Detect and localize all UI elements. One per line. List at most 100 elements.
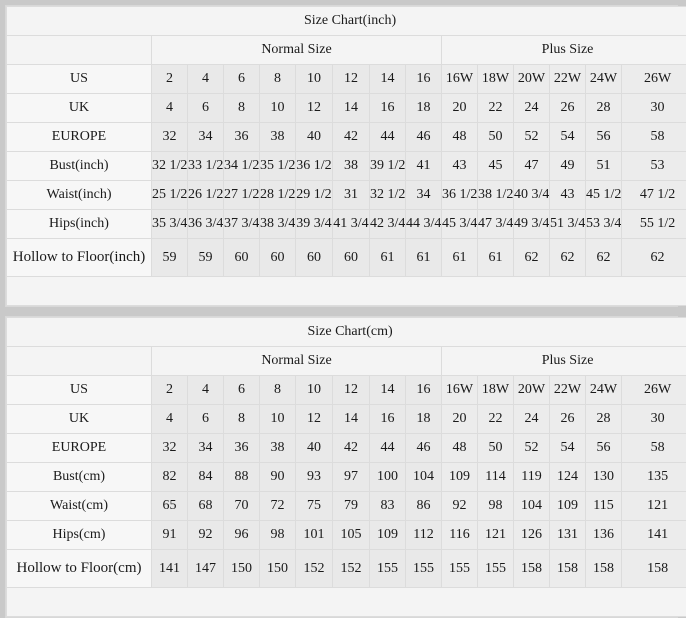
table-cell: 33 1/2	[188, 152, 224, 181]
table-cell: 56	[586, 123, 622, 152]
table-cell: 38 1/2	[478, 181, 514, 210]
table-cell: 42 3/4	[370, 210, 406, 239]
table-cell: 112	[406, 521, 442, 550]
table-cell: 41	[406, 152, 442, 181]
row-label: Hips(inch)	[7, 210, 152, 239]
table-cell: 4	[188, 65, 224, 94]
table-cell: 38	[260, 434, 296, 463]
table-cell: 98	[478, 492, 514, 521]
table-cell: 38	[333, 152, 370, 181]
table-cell: 36 1/2	[296, 152, 333, 181]
table-cell: 126	[514, 521, 550, 550]
table-cell: 119	[514, 463, 550, 492]
group-header-plus-size: Plus Size	[442, 347, 686, 376]
table-cell: 131	[550, 521, 586, 550]
row-label: US	[7, 376, 152, 405]
table-cell: 158	[550, 550, 586, 588]
row-label: UK	[7, 405, 152, 434]
table-cell: 88	[224, 463, 260, 492]
row-label: Bust(cm)	[7, 463, 152, 492]
table-cell: 70	[224, 492, 260, 521]
table-cell: 84	[188, 463, 224, 492]
table-cell: 98	[260, 521, 296, 550]
table-cell: 26	[550, 405, 586, 434]
row-label: UK	[7, 94, 152, 123]
table-cell: 109	[550, 492, 586, 521]
table-bottom-spacer	[7, 277, 686, 306]
table-cell: 60	[260, 239, 296, 277]
table-cell: 158	[514, 550, 550, 588]
table-cell: 28 1/2	[260, 181, 296, 210]
table-cell: 51	[586, 152, 622, 181]
table-cell: 40	[296, 123, 333, 152]
table-cell: 4	[152, 405, 188, 434]
table-cell: 16	[370, 94, 406, 123]
table-cell: 150	[260, 550, 296, 588]
group-header-normal-size: Normal Size	[152, 36, 442, 65]
table-cell: 27 1/2	[224, 181, 260, 210]
group-header-spacer	[7, 36, 152, 65]
row-label: EUROPE	[7, 434, 152, 463]
table-cell: 62	[514, 239, 550, 277]
table-cell: 22	[478, 94, 514, 123]
table-cell: 4	[152, 94, 188, 123]
table-cell: 150	[224, 550, 260, 588]
row-label: Hollow to Floor(inch)	[7, 239, 152, 277]
table-cell: 49	[550, 152, 586, 181]
table-cell: 114	[478, 463, 514, 492]
table-cell: 155	[442, 550, 478, 588]
table-cell: 42	[333, 434, 370, 463]
table-cell: 45 3/4	[442, 210, 478, 239]
table-cell: 61	[478, 239, 514, 277]
table-cell: 6	[188, 94, 224, 123]
table-cell: 42	[333, 123, 370, 152]
table-cell: 26W	[622, 65, 686, 94]
table-cell: 54	[550, 434, 586, 463]
table-cell: 26W	[622, 376, 686, 405]
table-cell: 26 1/2	[188, 181, 224, 210]
table-cell: 38 3/4	[260, 210, 296, 239]
table-cell: 44	[370, 434, 406, 463]
table-cell: 101	[296, 521, 333, 550]
table-cell: 56	[586, 434, 622, 463]
table-cell: 47 3/4	[478, 210, 514, 239]
table-cell: 43	[442, 152, 478, 181]
table-cell: 52	[514, 123, 550, 152]
table-cell: 92	[188, 521, 224, 550]
table-cell: 30	[622, 94, 686, 123]
table-cell: 91	[152, 521, 188, 550]
table-cell: 10	[260, 405, 296, 434]
table-cell: 61	[442, 239, 478, 277]
row-label: US	[7, 65, 152, 94]
table-cell: 90	[260, 463, 296, 492]
table-cell: 28	[586, 94, 622, 123]
table-cell: 32	[152, 434, 188, 463]
table-cell: 16	[406, 376, 442, 405]
table-cell: 100	[370, 463, 406, 492]
table-bottom-spacer	[7, 588, 686, 617]
table-cell: 24	[514, 405, 550, 434]
table-cell: 12	[296, 94, 333, 123]
table-cell: 10	[260, 94, 296, 123]
table-cell: 62	[586, 239, 622, 277]
chart-title-row: Size Chart(inch)	[7, 7, 686, 36]
chart-title: Size Chart(inch)	[7, 7, 686, 36]
table-cell: 61	[370, 239, 406, 277]
table-cell: 46	[406, 434, 442, 463]
row-label: Bust(inch)	[7, 152, 152, 181]
table-cell: 124	[550, 463, 586, 492]
table-cell: 92	[442, 492, 478, 521]
table-cell: 18W	[478, 376, 514, 405]
table-cell: 135	[622, 463, 686, 492]
